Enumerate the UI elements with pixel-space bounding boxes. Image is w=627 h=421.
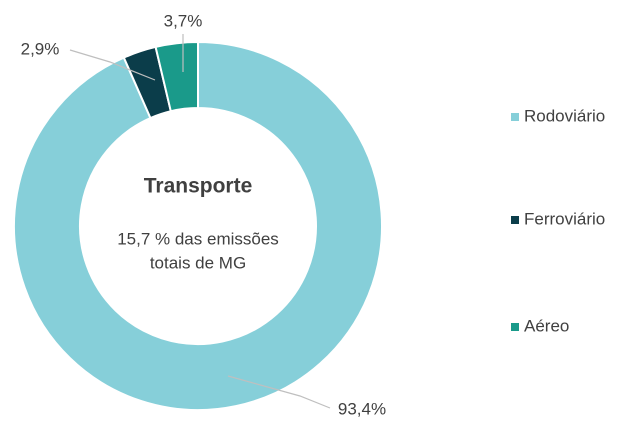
center-label: Transporte [144,175,253,198]
legend-label: Aéreo [524,316,569,335]
center-text: 15,7 % das emissões [117,229,279,248]
legend-label: Rodoviário [524,106,605,125]
legend-swatch [511,323,519,331]
leader-line [69,49,156,81]
data-label: 3,7% [164,11,203,30]
legend-label: Ferroviário [524,209,605,228]
data-label: 93,4% [338,399,386,418]
donut-slice [13,40,383,411]
donut-slice [154,40,199,113]
legend-swatch [511,113,519,121]
legend-swatch [511,216,519,224]
leader-line [227,375,331,409]
data-label: 2,9% [21,39,60,58]
center-text: totais de MG [150,253,246,272]
